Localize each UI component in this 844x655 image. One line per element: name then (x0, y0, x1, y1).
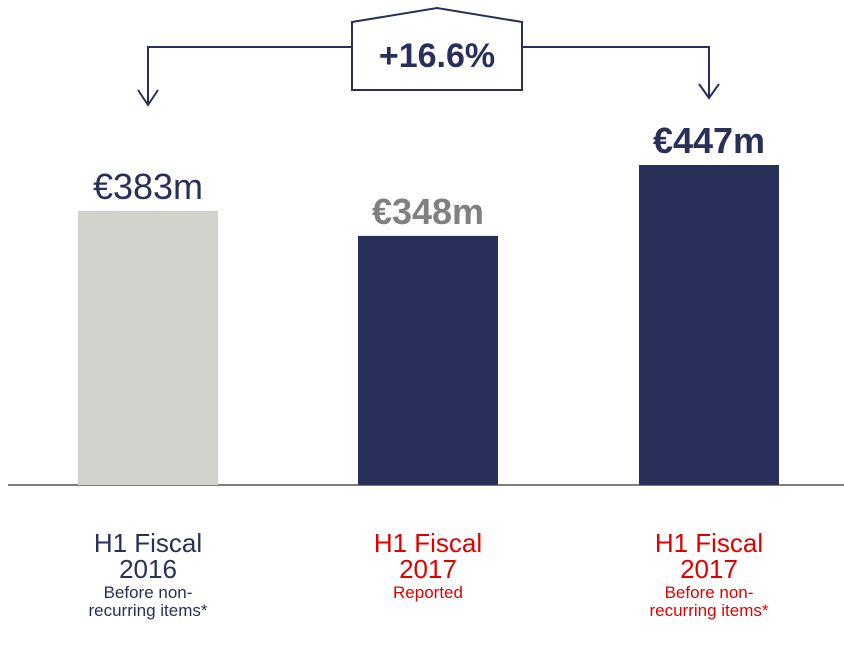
category-note: Before non-recurring items* (88, 583, 208, 620)
bar (358, 235, 498, 485)
category-note: Before non-recurring items* (649, 583, 769, 620)
value-label: €348m (372, 191, 484, 232)
category-label-group: H1 Fiscal 2017 Reported (353, 530, 503, 602)
category-note: Reported (393, 583, 463, 602)
category-label: H1 Fiscal 2016 (93, 528, 203, 584)
bar (78, 210, 218, 485)
category-label-group: H1 Fiscal 2017 Before non-recurring items… (634, 530, 784, 620)
value-label: €383m (93, 166, 203, 207)
bar (639, 165, 779, 485)
change-label: +16.6% (379, 37, 495, 75)
category-label: H1 Fiscal 2017 (373, 528, 483, 584)
value-label: €447m (653, 120, 765, 161)
change-connector (137, 6, 720, 107)
category-label: H1 Fiscal 2017 (654, 528, 764, 584)
category-label-group: H1 Fiscal 2016 Before non-recurring items… (73, 530, 223, 620)
